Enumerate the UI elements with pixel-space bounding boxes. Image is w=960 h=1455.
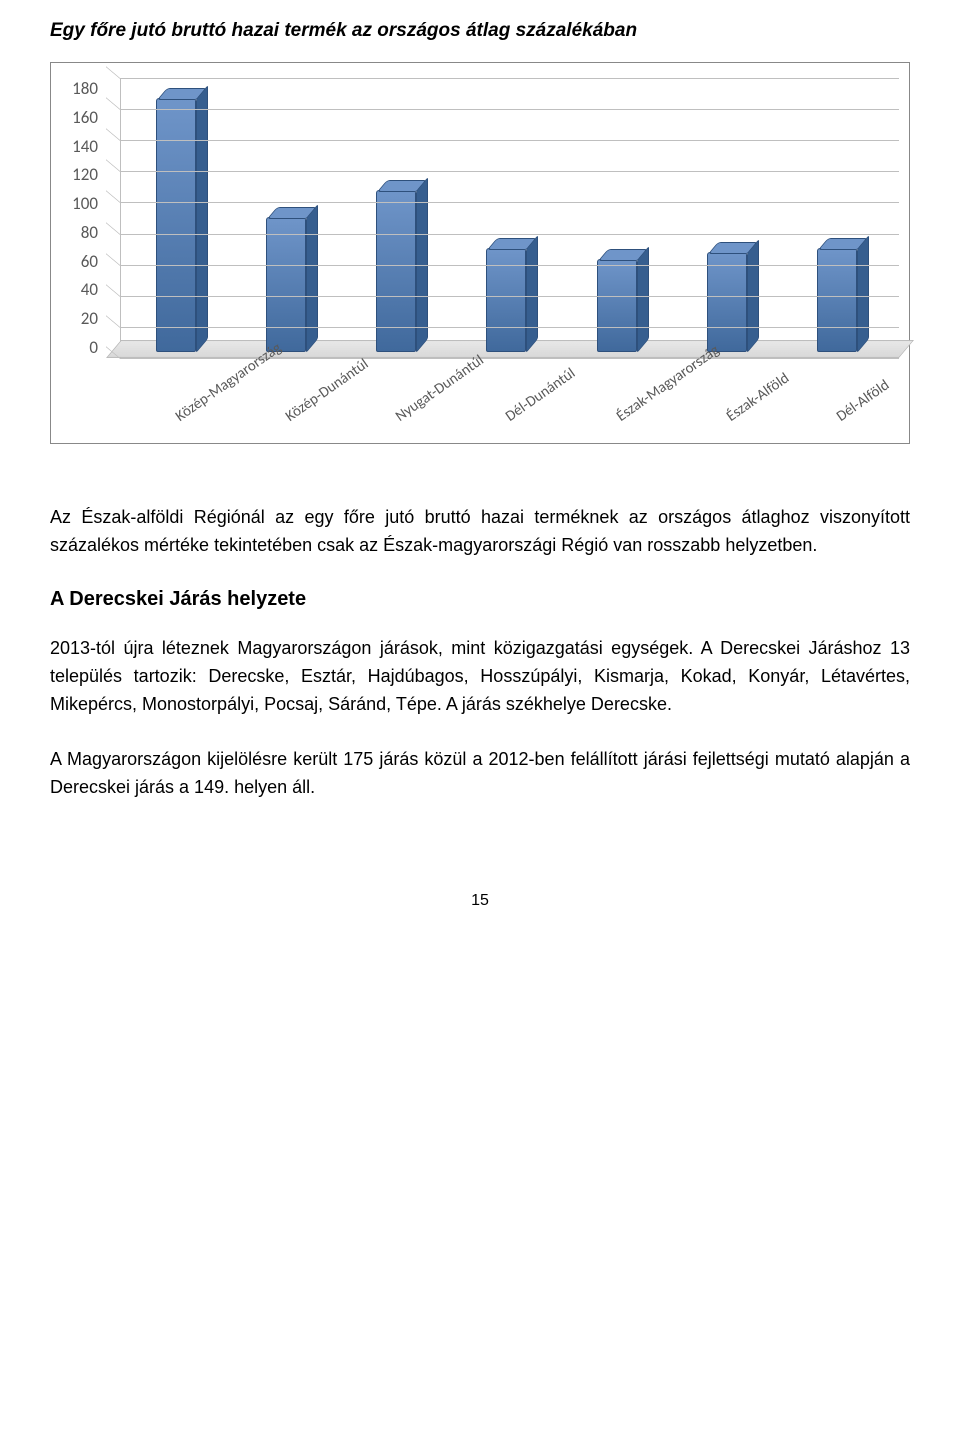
y-tick-label: 60 <box>81 251 98 272</box>
grid-line <box>120 171 899 172</box>
section-heading: A Derecskei Járás helyzete <box>50 588 910 611</box>
plot-area: Közép-MagyarországKözép-DunántúlNyugat-D… <box>106 78 899 438</box>
bar <box>156 98 196 352</box>
page-title: Egy főre jutó bruttó hazai termék az ors… <box>50 20 910 42</box>
bar <box>266 217 306 352</box>
grid-line <box>120 202 899 203</box>
x-tick-label: Közép-Magyarország <box>172 388 238 458</box>
x-tick-label: Nyugat-Dunántúl <box>393 388 459 458</box>
y-tick-label: 180 <box>72 78 98 99</box>
y-tick-label: 40 <box>81 279 98 300</box>
x-tick-label: Észak-Magyarország <box>613 388 679 458</box>
x-tick-label: Dél-Alföld <box>833 388 899 458</box>
grid-line <box>120 109 899 110</box>
paragraph-3: A Magyarországon kijelölésre került 175 … <box>50 746 910 802</box>
y-tick-label: 20 <box>81 308 98 329</box>
x-tick-label: Dél-Dunántúl <box>503 388 569 458</box>
y-axis: 180 160 140 120 100 80 60 40 20 0 <box>61 78 106 358</box>
grid-line <box>120 296 899 297</box>
grid-line <box>120 78 899 79</box>
x-tick-label: Közép-Dunántúl <box>282 388 348 458</box>
paragraph-2: 2013-tól újra léteznek Magyarországon já… <box>50 635 910 719</box>
grid-line <box>120 234 899 235</box>
bar <box>597 259 637 352</box>
x-axis: Közép-MagyarországKözép-DunántúlNyugat-D… <box>124 358 895 428</box>
grid-line <box>120 327 899 328</box>
gdp-chart: 180 160 140 120 100 80 60 40 20 0 Közép-Magyarors… <box>50 62 910 444</box>
y-tick-label: 120 <box>72 164 98 185</box>
y-tick-label: 160 <box>72 107 98 128</box>
y-tick-label: 0 <box>89 337 98 358</box>
y-tick-label: 100 <box>72 193 98 214</box>
grid-line <box>120 265 899 266</box>
y-tick-label: 80 <box>81 222 98 243</box>
paragraph-intro: Az Észak-alföldi Régiónál az egy főre ju… <box>50 504 910 560</box>
grid-line <box>120 358 899 359</box>
grid-line <box>120 140 899 141</box>
bar <box>817 248 857 352</box>
x-tick-label: Észak-Alföld <box>723 388 789 458</box>
y-tick-label: 140 <box>72 136 98 157</box>
page-number: 15 <box>50 892 910 910</box>
bar <box>707 252 747 352</box>
bar <box>486 248 526 352</box>
